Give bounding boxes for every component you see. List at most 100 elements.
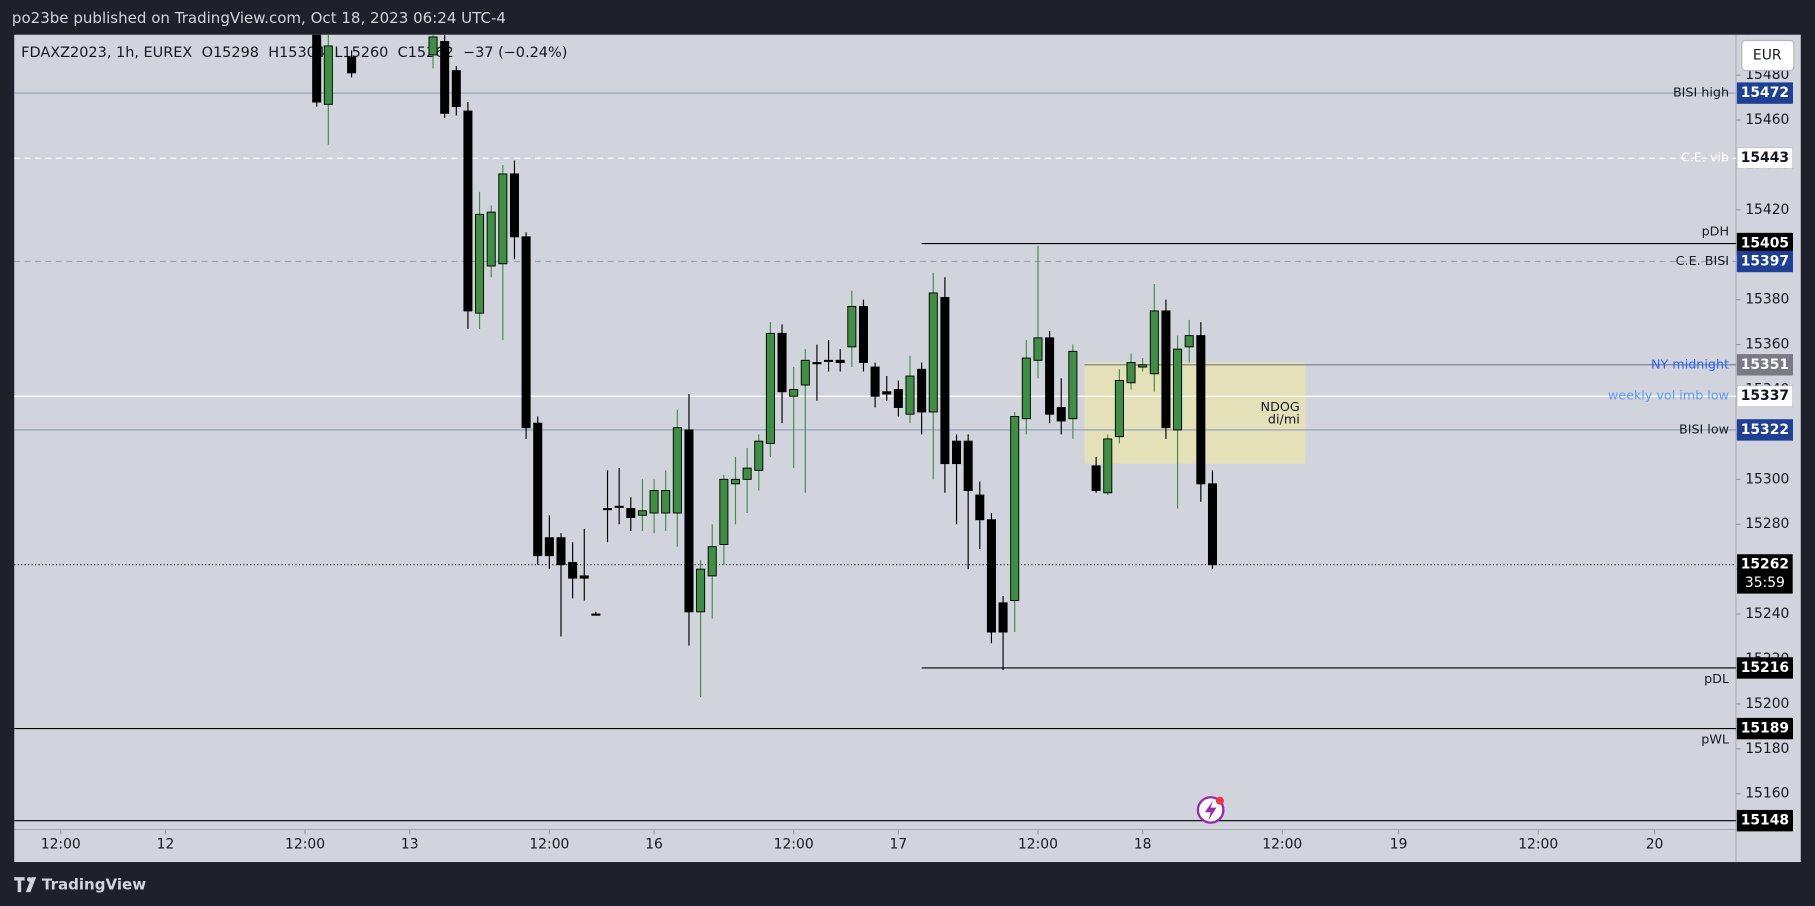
candle-body: [1091, 465, 1101, 492]
alert-bolt[interactable]: [1204, 800, 1217, 821]
currency-button[interactable]: [1741, 39, 1795, 72]
x-tick-label: 17: [890, 837, 908, 853]
candle-body: [812, 362, 822, 365]
candle-body: [463, 110, 473, 312]
candle: [824, 340, 834, 372]
x-tick-label: 12:00: [1018, 837, 1058, 853]
legend-item: L15260: [334, 45, 388, 61]
candle: [475, 191, 485, 329]
level-label: pDH: [1702, 223, 1729, 238]
candle: [544, 515, 554, 570]
candle: [440, 34, 450, 118]
legend-item: H15304: [268, 45, 325, 61]
candle: [696, 560, 706, 698]
candle: [637, 479, 647, 531]
x-tick-label: 19: [1390, 837, 1408, 853]
brand-name: TradingView: [42, 876, 146, 894]
candle: [603, 470, 613, 543]
x-tick-label: 18: [1134, 837, 1152, 853]
candle-body: [498, 173, 508, 265]
legend-item: C15262: [398, 45, 454, 61]
candle-body: [707, 546, 717, 577]
candle: [893, 380, 903, 417]
candle-body: [672, 427, 682, 514]
ohlc-legend: FDAXZ2023, 1h, EUREX O15298 H15304 L15260 C1…: [21, 45, 567, 61]
candle-body: [940, 296, 950, 465]
y-tick-label: 15460: [1745, 112, 1789, 128]
candle: [1103, 434, 1113, 496]
candle: [719, 474, 729, 565]
x-tick-label: 16: [645, 837, 663, 853]
legend-item: FDAXZ2023, 1h, EUREX: [21, 45, 192, 61]
level-label: NY midnight: [1651, 356, 1729, 371]
x-tick-label: 12:00: [1518, 837, 1558, 853]
candle: [672, 409, 682, 547]
candle: [533, 416, 543, 565]
candle-body: [998, 602, 1008, 633]
candle: [1068, 344, 1078, 439]
candle: [1091, 456, 1101, 493]
level-price-box: [1736, 82, 1793, 104]
candle-body: [579, 575, 589, 579]
candle-body: [556, 537, 566, 566]
candle: [1010, 411, 1020, 633]
level-price-label: 15405: [1741, 236, 1789, 252]
candle-body: [603, 508, 613, 511]
candle: [521, 232, 531, 439]
level-label: weekly vol imb low: [1608, 388, 1729, 403]
candle-body: [451, 70, 461, 108]
y-tick-label: 15240: [1745, 606, 1789, 622]
level-label: C.E. BISI: [1676, 253, 1729, 268]
candle: [1161, 299, 1171, 439]
candle-body: [730, 478, 741, 485]
candle: [463, 102, 473, 329]
alert-icon[interactable]: [1196, 796, 1225, 824]
level-price-label: 15472: [1741, 85, 1789, 101]
candle-body: [917, 368, 927, 413]
candle: [1173, 335, 1183, 509]
candle: [312, 34, 322, 107]
candle-body: [1207, 483, 1217, 566]
candle-body: [847, 305, 857, 348]
last-price-label: 15262: [1741, 557, 1789, 573]
candle: [661, 470, 671, 531]
candle-body: [742, 467, 752, 480]
candle-body: [312, 34, 322, 103]
candle: [835, 349, 845, 372]
candle: [940, 277, 950, 493]
y-tick-label: 15180: [1745, 741, 1789, 757]
y-tick-label: 15360: [1745, 337, 1789, 353]
currency-label[interactable]: EUR: [1753, 48, 1782, 64]
candle-body: [824, 359, 834, 362]
candle: [614, 468, 624, 525]
candle-body: [800, 359, 810, 386]
alert-dot[interactable]: [1215, 796, 1224, 805]
candle: [1138, 358, 1148, 372]
candle-body: [754, 440, 764, 471]
candle: [986, 513, 996, 644]
candle-body: [626, 508, 636, 518]
candle: [649, 479, 659, 534]
candle-body: [637, 510, 647, 516]
candle-body: [1138, 364, 1148, 368]
candle-body: [475, 213, 485, 314]
candle: [684, 393, 694, 646]
candle-body: [509, 173, 519, 238]
level-price-label: 15443: [1741, 150, 1789, 166]
candle-body: [1173, 348, 1183, 431]
candle-body: [975, 494, 985, 521]
candle: [1196, 322, 1206, 502]
candle-body: [719, 478, 729, 545]
x-tick-label: 12:00: [41, 837, 81, 853]
candle: [765, 322, 775, 457]
candle: [1184, 319, 1194, 363]
candle: [509, 160, 519, 260]
level-price-box: [1736, 717, 1793, 740]
level-price-box: [1736, 147, 1793, 169]
candle: [1114, 369, 1124, 444]
candle-body: [1045, 337, 1055, 415]
brand-logo: [14, 877, 37, 893]
candle-body: [486, 211, 496, 267]
